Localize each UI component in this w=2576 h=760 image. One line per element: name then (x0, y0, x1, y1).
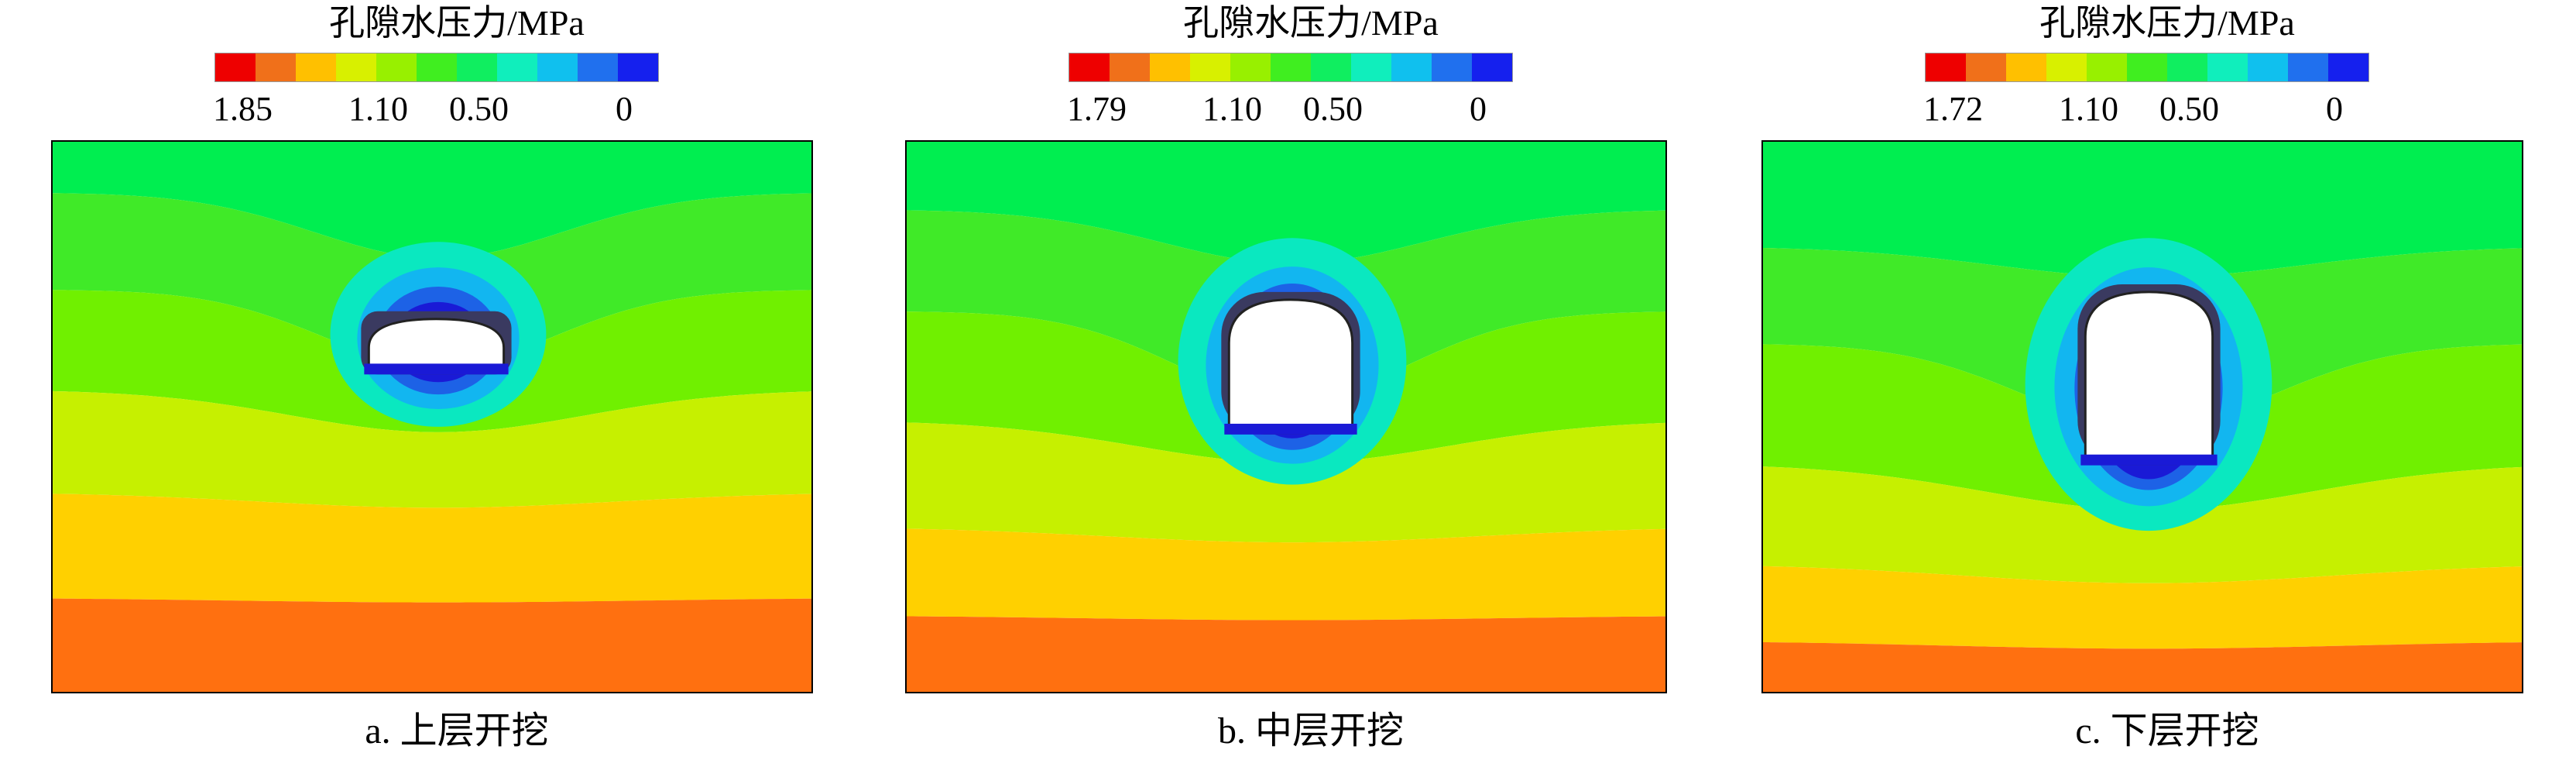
contour-band (1763, 142, 2522, 278)
contour-band (53, 390, 811, 508)
colorbar-swatch (1110, 53, 1150, 81)
legend-title: 孔隙水压力/MPa (329, 3, 585, 43)
colorbar-swatch (2046, 53, 2087, 81)
colorbar-swatch (497, 53, 537, 81)
colorbar-swatch (2207, 53, 2248, 81)
colorbar-swatch (1966, 53, 2006, 81)
legend-tick-1-10: 1.10 (2059, 90, 2118, 128)
panel-caption: c. 下层开挖 (2075, 710, 2259, 751)
tunnel-opening (2084, 291, 2214, 459)
legend-tick-0-50: 0.50 (2159, 90, 2219, 128)
contour-band (907, 528, 1665, 621)
contour-band (907, 142, 1665, 264)
colorbar-swatch (1351, 53, 1391, 81)
contour-band (907, 616, 1665, 692)
contour-band (53, 290, 811, 432)
colorbar-swatch (1271, 53, 1311, 81)
colorbar-swatch (1230, 53, 1271, 81)
tunnel-invert (364, 363, 509, 375)
legend-tick-0-50: 0.50 (449, 90, 509, 128)
legend-tick-1-10: 1.10 (1202, 90, 1262, 128)
tunnel-opening (367, 318, 506, 368)
colorbar-swatch (215, 53, 256, 81)
contour-band (1763, 344, 2522, 511)
legend-tick-zero: 0 (616, 90, 633, 128)
colorbar-swatch (1311, 53, 1351, 81)
legend-title: 孔隙水压力/MPa (1183, 3, 1439, 43)
legend-tick-zero: 0 (1470, 90, 1487, 128)
colorbar-swatch (1472, 53, 1512, 81)
pore-pressure-contour-plot (905, 140, 1667, 693)
pore-pressure-contour-plot (51, 140, 813, 693)
colorbar-swatch (1432, 53, 1472, 81)
pore-pressure-contour-plot (1761, 140, 2523, 693)
contour-svg (907, 142, 1665, 692)
tunnel-opening (1227, 298, 1354, 428)
colorbar-swatch (256, 53, 296, 81)
colorbar-swatch (618, 53, 658, 81)
legend-tick-zero: 0 (2326, 90, 2343, 128)
colorbar-swatch (2248, 53, 2288, 81)
legend-tick-max: 1.72 (1923, 90, 1983, 128)
contour-band (53, 142, 811, 259)
colorbar-swatch (1150, 53, 1190, 81)
contour-band (53, 493, 811, 603)
legend-tick-0-50: 0.50 (1303, 90, 1363, 128)
contour-band (907, 311, 1665, 463)
colorbar-swatch (2006, 53, 2046, 81)
colorbar-swatch (1926, 53, 1966, 81)
tunnel-invert (2080, 454, 2218, 466)
colorbar-swatch (296, 53, 336, 81)
legend-colorbar (1068, 53, 1513, 82)
colorbar-swatch (376, 53, 417, 81)
colorbar-swatch (2087, 53, 2127, 81)
contour-band (53, 598, 811, 692)
panel-caption: a. 上层开挖 (365, 710, 549, 751)
colorbar-swatch (417, 53, 457, 81)
panel-b: 孔隙水压力/MPa 1.79 1.10 0.50 0 b. 中层开挖 (885, 0, 1737, 760)
colorbar-swatch (2167, 53, 2207, 81)
colorbar-swatch (537, 53, 578, 81)
legend-tick-max: 1.85 (213, 90, 273, 128)
colorbar-swatch (2127, 53, 2167, 81)
legend-tick-max: 1.79 (1067, 90, 1127, 128)
colorbar-swatch (1069, 53, 1110, 81)
colorbar-swatch (2328, 53, 2368, 81)
panel-c: 孔隙水压力/MPa 1.72 1.10 0.50 0 c. 下层开挖 (1741, 0, 2576, 760)
legend-colorbar (1925, 53, 2369, 82)
panel-caption: b. 中层开挖 (1217, 710, 1404, 751)
legend-colorbar (214, 53, 659, 82)
colorbar-swatch (336, 53, 376, 81)
legend-title: 孔隙水压力/MPa (2039, 3, 2295, 43)
contour-band (1763, 641, 2522, 692)
panel-a: 孔隙水压力/MPa 1.85 1.10 0.50 0 a. 上层开挖 (31, 0, 883, 760)
colorbar-swatch (2288, 53, 2328, 81)
contour-svg (1763, 142, 2522, 692)
contour-svg (53, 142, 811, 692)
legend-tick-1-10: 1.10 (348, 90, 408, 128)
colorbar-swatch (457, 53, 497, 81)
colorbar-swatch (1391, 53, 1432, 81)
tunnel-invert (1224, 423, 1357, 435)
colorbar-swatch (1190, 53, 1230, 81)
contour-band (1763, 566, 2522, 649)
colorbar-swatch (578, 53, 618, 81)
